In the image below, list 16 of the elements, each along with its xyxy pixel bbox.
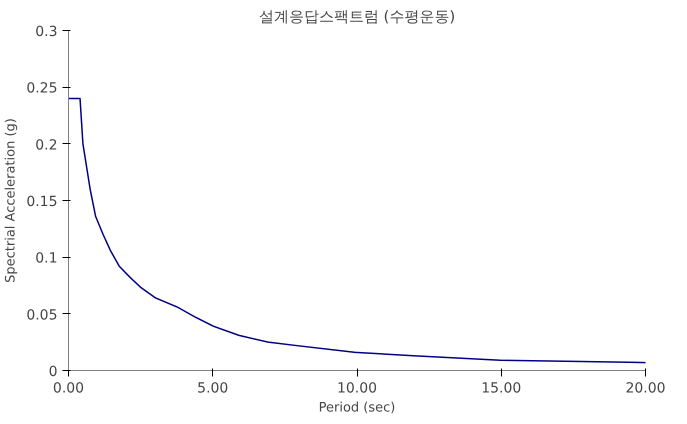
x-axis-title: Period (sec) — [318, 400, 396, 416]
y-axis-title: Spectrial Acceleration (g) — [3, 118, 18, 283]
x-tick-label: 5.00 — [197, 380, 228, 396]
y-tick-label: 0.1 — [35, 250, 58, 267]
y-tick-label: 0 — [48, 364, 58, 380]
y-tick-label: 0.2 — [35, 137, 58, 154]
y-tick-label: 0.15 — [26, 194, 58, 210]
y-tick-label: 0.05 — [26, 307, 58, 324]
line-series — [68, 98, 646, 364]
x-tick-label: 0.00 — [52, 380, 84, 396]
x-tick-label: 15.00 — [481, 380, 522, 396]
y-tick-label: 0.25 — [26, 80, 58, 97]
chart-title: 설계응답스팩트럼 (수평운동) — [258, 8, 456, 26]
y-tick-label: 0.3 — [35, 24, 58, 40]
x-tick-label: 20.00 — [625, 380, 666, 396]
x-tick-label: 10.00 — [336, 380, 378, 396]
